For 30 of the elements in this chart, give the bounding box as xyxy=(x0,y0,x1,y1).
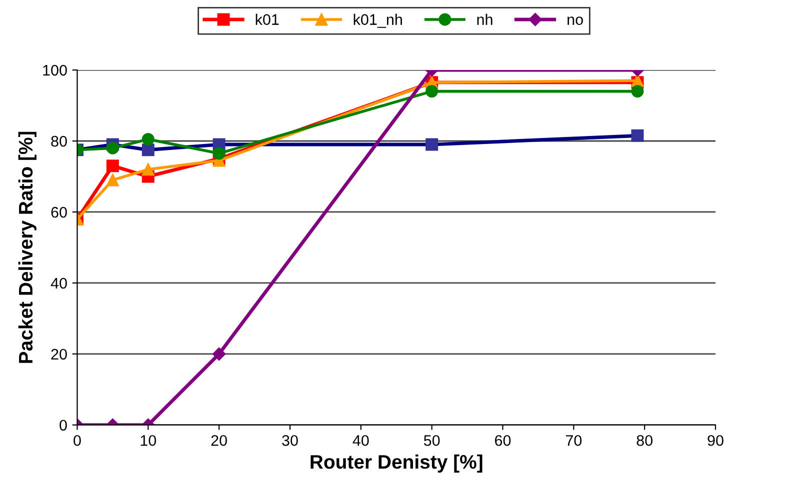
y-tick-label: 100 xyxy=(43,64,67,76)
point xyxy=(106,160,119,172)
point xyxy=(142,132,154,146)
legend-label: no xyxy=(568,16,583,25)
legend-label: k01_nh xyxy=(354,14,402,28)
x-tick-label: 0 xyxy=(74,435,81,446)
x-tick-label: 10 xyxy=(140,435,156,446)
y-axis-title: Packet Delivery Ratio [%] xyxy=(18,132,36,363)
point xyxy=(142,163,154,176)
y-tick-label: 40 xyxy=(50,278,67,289)
y-tick-label: 20 xyxy=(51,348,67,360)
x-tick-label: 50 xyxy=(424,435,440,446)
legend-label: k01 xyxy=(256,14,279,25)
x-tick-label: 90 xyxy=(708,435,724,446)
point xyxy=(212,147,226,160)
point xyxy=(631,85,644,98)
point xyxy=(106,142,119,154)
x-tick-label: 20 xyxy=(211,435,227,446)
legend-label: nh xyxy=(477,14,492,25)
x-tick-label: 30 xyxy=(282,435,298,446)
x-tick-label: 40 xyxy=(352,435,369,446)
x-tick-label: 60 xyxy=(495,435,511,446)
point xyxy=(106,174,119,186)
y-tick-label: 60 xyxy=(51,206,67,218)
y-tick-label: 0 xyxy=(60,420,67,431)
x-tick-label: 70 xyxy=(566,435,582,446)
y-tick-label: 80 xyxy=(51,136,67,147)
x-axis-title: Router Denisty [%] xyxy=(310,454,482,473)
point xyxy=(426,85,438,98)
x-tick-label: 80 xyxy=(636,435,652,446)
